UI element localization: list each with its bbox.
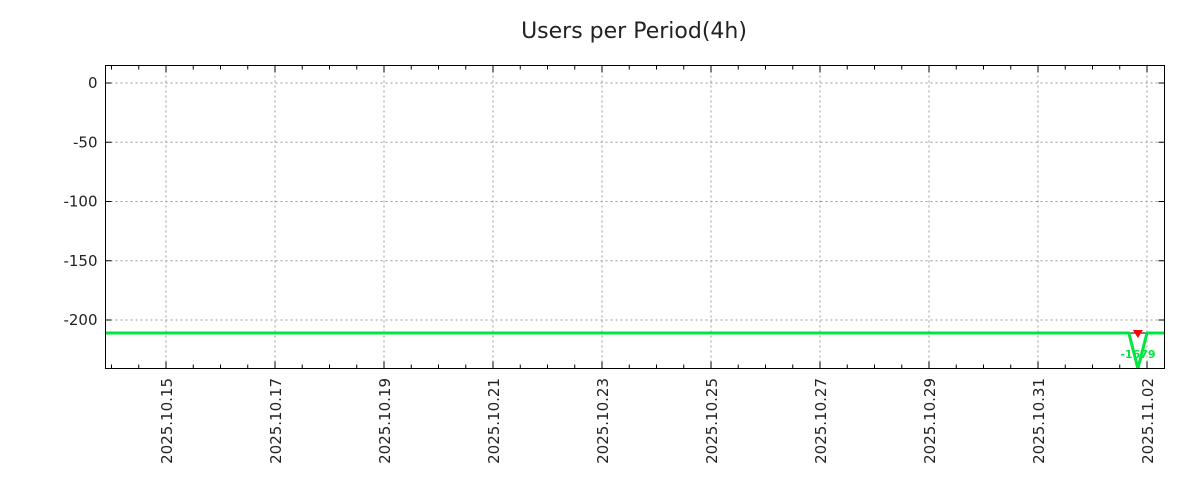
x-tick-label: 2025.10.19 [376, 378, 394, 464]
min-marker [1133, 330, 1143, 338]
x-tick-label: 2025.10.27 [812, 378, 830, 464]
series [102, 330, 1165, 369]
grid [106, 66, 1165, 369]
x-tick-label: 2025.10.15 [158, 378, 176, 464]
y-tick-label: -150 [63, 252, 97, 270]
series-line [102, 333, 1165, 369]
x-tick-label: 2025.10.17 [267, 378, 285, 464]
x-tick-label: 2025.11.02 [1139, 378, 1157, 464]
y-tick-label: 0 [88, 74, 98, 92]
y-tick-label: -200 [63, 311, 97, 329]
chart-title: Users per Period(4h) [521, 19, 747, 44]
min-annotation: -1679 [1120, 348, 1155, 361]
axes: 0 -50 -100 -150 -200 2025.10.15 2025.10.17 2025… [63, 66, 1164, 464]
x-tick-label: 2025.10.25 [703, 378, 721, 464]
plot-frame [106, 66, 1165, 369]
y-tick-label: -50 [73, 133, 98, 151]
x-tick-label: 2025.10.29 [921, 378, 939, 464]
x-tick-label: 2025.10.21 [485, 378, 503, 464]
x-tick-label: 2025.10.31 [1030, 378, 1048, 464]
y-tick-label: -100 [63, 193, 97, 211]
x-tick-label: 2025.10.23 [594, 378, 612, 464]
